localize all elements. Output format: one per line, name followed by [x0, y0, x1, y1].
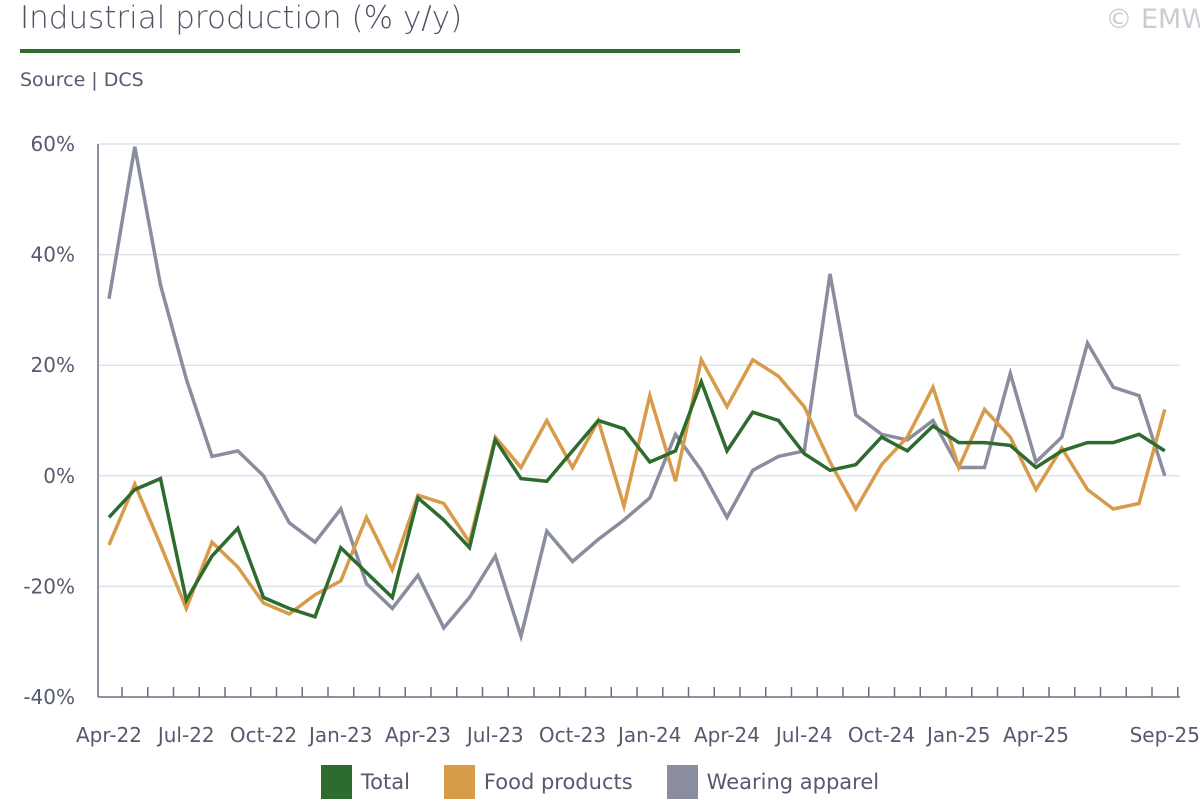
series-lines: [107, 146, 1167, 643]
line-chart: -40% -20% 0% 20% 40% 60% Apr-22 Jul-22 Oct-22 Jan…: [23, 132, 1200, 747]
x-tick-label: Jan-24: [616, 723, 682, 747]
x-tick-label: Jul-22: [156, 723, 215, 747]
legend-label-food-products: Food products: [483, 770, 633, 794]
legend-item-food-products[interactable]: Food products: [443, 765, 633, 799]
axes: [97, 144, 1180, 698]
gridlines: [98, 143, 1180, 588]
x-tick-label: Apr-22: [76, 723, 142, 747]
legend-item-total[interactable]: Total: [320, 765, 410, 799]
legend-item-wearing-apparel[interactable]: Wearing apparel: [666, 765, 880, 799]
series-line-food-products: [107, 354, 1167, 617]
series-line-wearing-apparel: [107, 146, 1167, 643]
series-line-total: [107, 376, 1166, 619]
y-tick-label: -40%: [23, 685, 75, 709]
source-note: Source | DCS: [20, 69, 144, 91]
legend-swatch-total: [320, 765, 352, 799]
chart-title: Industrial production (% y/y): [20, 0, 463, 36]
x-tick-label: Jan-25: [925, 723, 991, 747]
x-tick-label: Apr-24: [694, 723, 760, 747]
x-tick-label: Jul-24: [774, 723, 833, 747]
x-tick-label: Jul-23: [465, 723, 524, 747]
tick-labels: -40% -20% 0% 20% 40% 60% Apr-22 Jul-22 Oct-22 Jan…: [23, 132, 1200, 747]
x-tick-label: Oct-23: [539, 723, 606, 747]
legend-swatch-wearing-apparel: [666, 765, 698, 799]
y-tick-label: 60%: [31, 132, 75, 156]
legend-label-total: Total: [360, 770, 410, 794]
y-tick-label: 40%: [31, 243, 75, 267]
y-tick-label: -20%: [23, 574, 75, 598]
x-tick-label: Jan-23: [307, 723, 373, 747]
legend-swatch-food-products: [443, 765, 475, 799]
x-tick-label: Oct-24: [848, 723, 915, 747]
legend-label-wearing-apparel: Wearing apparel: [706, 770, 880, 794]
copyright-watermark: © EMW: [1105, 4, 1200, 35]
title-underline: [20, 49, 740, 53]
x-tick-label: Sep-25: [1130, 723, 1200, 747]
x-tick-label: Apr-25: [1003, 723, 1069, 747]
x-tick-label: Apr-23: [385, 723, 451, 747]
legend: Total Food products Wearing apparel: [0, 764, 1200, 800]
y-tick-label: 0%: [43, 464, 75, 488]
y-tick-label: 20%: [31, 353, 75, 377]
x-tick-label: Oct-22: [230, 723, 297, 747]
